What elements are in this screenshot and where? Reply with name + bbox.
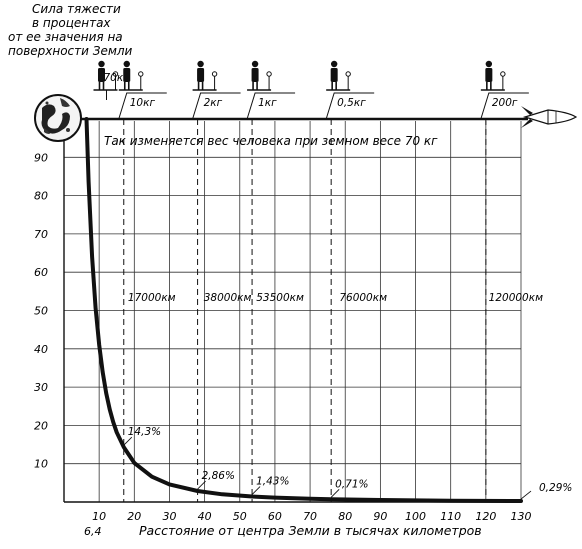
weight-figures: 70кг 10кг 2кг 1кг 0,5кг 200г xyxy=(93,60,529,120)
annotation-label: 2,86% xyxy=(202,470,235,482)
weight-leader xyxy=(325,92,375,120)
annotation: 0,71% xyxy=(330,478,369,498)
weight-label: 2кг xyxy=(204,97,223,109)
weight-label: 0,5кг xyxy=(337,97,366,109)
y-tick-label: 10 xyxy=(34,458,48,471)
annotation-leader xyxy=(197,480,206,490)
x-tick-label: 10 xyxy=(92,510,106,523)
scale-dial xyxy=(266,71,272,77)
person-body xyxy=(197,68,205,82)
x-tick-label: 30 xyxy=(162,510,176,523)
scale-dial xyxy=(345,71,351,77)
weight-leader xyxy=(246,92,296,120)
y-tick-label: 70 xyxy=(34,228,48,241)
scale-dial xyxy=(112,71,119,77)
distance-markers: 17000км 38000км 53500км 76000км 120000км xyxy=(123,119,543,502)
gravity-curve xyxy=(84,117,523,503)
y-tick-label: 20 xyxy=(34,419,48,432)
weight-leader xyxy=(118,92,167,120)
x-tick-label: 120 xyxy=(475,510,496,523)
marker-label: 76000км xyxy=(339,292,387,304)
annotation-leader xyxy=(123,436,133,446)
x-tick-label: 90 xyxy=(373,510,387,523)
x-axis-title: Расстояние от центра Земли в тысячах кил… xyxy=(139,523,482,538)
marker-label: 120000км xyxy=(489,292,543,304)
scale-dial xyxy=(138,71,144,77)
x-tick-label: 100 xyxy=(405,510,426,523)
person-head xyxy=(251,60,259,68)
x-tick-label: 110 xyxy=(440,510,461,523)
x-tick-label: 20 xyxy=(127,510,141,523)
person-body xyxy=(485,68,493,82)
annotation-leader xyxy=(520,490,532,500)
y-axis-title-line: Сила тяжести xyxy=(32,2,121,16)
weight-label: 10кг xyxy=(130,97,156,109)
annotation-leader xyxy=(330,488,340,498)
x-tick-label: 130 xyxy=(511,510,532,523)
person-body xyxy=(330,68,338,82)
annotation-leader xyxy=(251,486,261,495)
person-figure: 70кг xyxy=(93,60,129,100)
person-body xyxy=(123,68,131,82)
annotation: 2,86% xyxy=(197,470,235,490)
y-tick-label: 80 xyxy=(34,190,48,203)
marker-label: 53500км xyxy=(256,292,304,304)
y-axis-title-line: поверхности Земли xyxy=(8,44,133,58)
annotation-label: 0,29% xyxy=(539,482,572,494)
grid xyxy=(64,121,522,502)
person-head xyxy=(330,60,338,68)
chart-caption: Так изменяется вес человека при земном в… xyxy=(104,134,438,148)
value-annotations: 14,3% 2,86% 1,43% 0,71% 0,29% xyxy=(123,426,572,500)
annotation: 1,43% xyxy=(251,476,289,495)
scale-dial xyxy=(500,71,506,77)
rocket-icon xyxy=(521,106,578,128)
y-tick-label: 40 xyxy=(34,343,48,356)
person-figure: 2кг xyxy=(192,60,241,120)
annotation: 0,29% xyxy=(520,482,572,500)
person-body xyxy=(251,68,259,82)
person-body xyxy=(97,68,105,82)
person-head xyxy=(485,60,493,68)
x-tick-label: 50 xyxy=(233,510,247,523)
weight-label: 70кг xyxy=(103,72,129,84)
marker-label: 38000км xyxy=(204,292,252,304)
annotation: 14,3% xyxy=(123,426,161,446)
person-figure: 0,5кг xyxy=(325,60,375,120)
x-tick-label: 40 xyxy=(198,510,212,523)
person-figure: 10кг xyxy=(118,60,167,120)
x-tick-labels: 10 20 30 40 50 60 70 80 90 100 110 120 130 xyxy=(92,510,531,523)
person-head xyxy=(123,60,130,68)
annotation-label: 14,3% xyxy=(128,426,161,438)
y-tick-label: 90 xyxy=(34,151,48,164)
y-axis-title-line: от ее значения на xyxy=(8,30,123,44)
weight-leader xyxy=(480,92,529,120)
x-tick-label: 60 xyxy=(268,510,282,523)
person-head xyxy=(98,60,105,68)
weight-label: 200г xyxy=(492,97,518,109)
person-figure: 1кг xyxy=(246,60,296,120)
y-tick-label: 50 xyxy=(34,305,48,318)
x-tick-label: 70 xyxy=(303,510,317,523)
y-axis-title: Сила тяжести в процентах от ее значения … xyxy=(8,2,133,58)
x-tick-label: 80 xyxy=(338,510,352,523)
weight-leader xyxy=(192,92,241,120)
person-figure: 200г xyxy=(480,60,529,120)
annotation-label: 0,71% xyxy=(335,478,368,490)
annotation-label: 1,43% xyxy=(256,476,289,488)
axes xyxy=(63,111,528,503)
person-head xyxy=(197,60,204,68)
y-tick-label: 60 xyxy=(34,266,48,279)
y-tick-label: 30 xyxy=(34,381,48,394)
earth-radius-label: 6,4 xyxy=(84,525,102,538)
weight-label: 1кг xyxy=(258,97,277,109)
scale-dial xyxy=(211,71,218,77)
series xyxy=(84,117,523,503)
earth-icon xyxy=(34,94,82,142)
y-axis-title-line: в процентах xyxy=(32,16,111,30)
marker-label: 17000км xyxy=(128,292,176,304)
